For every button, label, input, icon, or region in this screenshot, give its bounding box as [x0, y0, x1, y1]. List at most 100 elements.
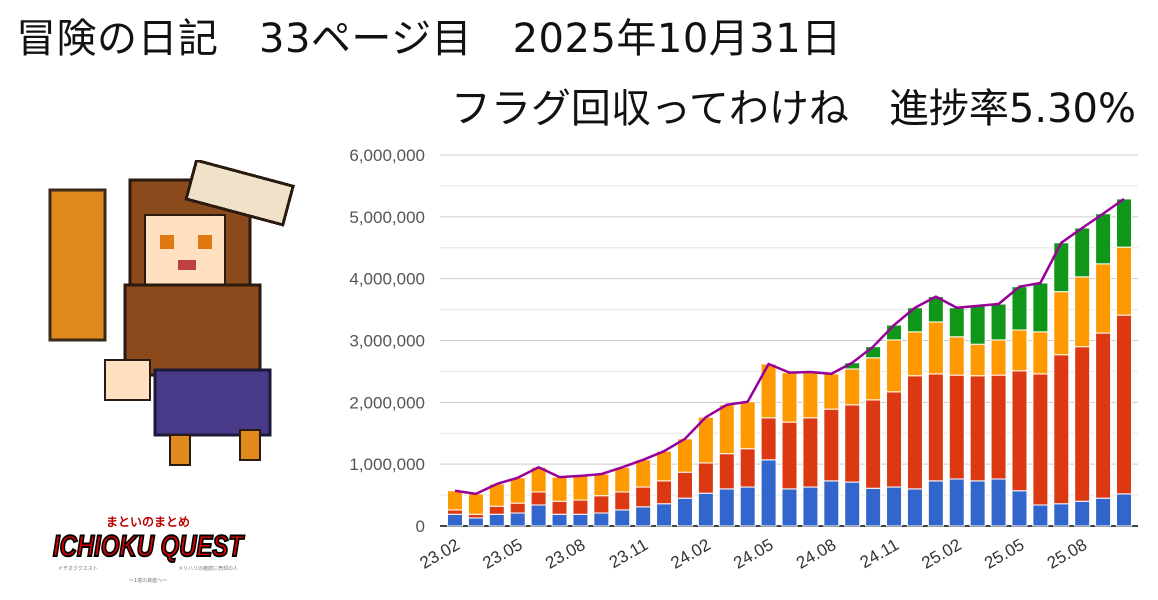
bar-segment-red: [1074, 346, 1091, 502]
bar-segment-blue: [676, 497, 693, 527]
bar-segment-blue: [718, 488, 735, 527]
bar-segment-blue: [906, 488, 923, 527]
x-tick-label: 24.05: [730, 535, 776, 573]
bar-segment-red: [990, 374, 1007, 480]
y-tick-label: 1,000,000: [349, 455, 425, 474]
bar-segment-red: [802, 417, 819, 488]
bar-segment-orange: [551, 476, 568, 502]
bar-segment-red: [969, 375, 986, 482]
bar-segment-blue: [530, 504, 547, 527]
logo-main-text: ICHIOKU QUEST: [53, 530, 245, 563]
x-tick-label: 24.11: [857, 535, 902, 572]
bar-segment-blue: [844, 481, 861, 527]
title-line-2: フラグ回収ってわけね 進捗率5.30%: [450, 86, 1136, 132]
bar-segment-blue: [739, 486, 756, 527]
bar-segment-blue: [635, 506, 652, 527]
bar-segment-orange: [823, 373, 840, 410]
bar-segment-orange: [572, 475, 589, 501]
bar-segment-blue: [1032, 504, 1049, 527]
y-tick-label: 2,000,000: [349, 393, 425, 412]
bar-segment-red: [1053, 354, 1070, 505]
bar-segment-orange: [1053, 291, 1070, 356]
bar-segment-red: [551, 500, 568, 515]
bar-segment-blue: [886, 486, 903, 527]
bar-segment-red: [781, 421, 798, 490]
bar-segment-orange: [886, 339, 903, 393]
bar-segment-blue: [551, 513, 568, 527]
bar-segment-green: [1116, 198, 1132, 248]
bar-segment-orange: [865, 357, 882, 401]
bar-segment-orange: [739, 401, 756, 450]
bar-segment-orange: [635, 459, 652, 488]
bar-segment-red: [593, 495, 610, 514]
logo-sub-right: メリハリの継続に売却の人: [178, 565, 238, 572]
bar-segment-blue: [1074, 500, 1091, 527]
y-tick-label: 6,000,000: [349, 146, 425, 165]
bar-segment-red: [697, 462, 714, 494]
bar-segment-orange: [1116, 246, 1132, 316]
bar-segment-red: [927, 373, 944, 482]
bar-segment-red: [1032, 373, 1049, 506]
bar-segment-orange: [1011, 329, 1028, 372]
bar-segment-green: [1032, 282, 1049, 333]
bar-segment-green: [990, 303, 1007, 341]
bar-segment-green: [1074, 227, 1091, 278]
bar-segment-blue: [467, 517, 484, 527]
bar-segment-green: [948, 307, 965, 338]
bar-segment-orange: [802, 371, 819, 419]
y-tick-label: 3,000,000: [349, 332, 425, 351]
bar-segment-orange: [614, 466, 631, 493]
bar-segment-blue: [760, 459, 777, 527]
bar-segment-red: [739, 448, 756, 488]
bar-segment-orange: [969, 343, 986, 377]
bar-segment-red: [718, 453, 735, 490]
bar-segment-orange: [447, 490, 463, 511]
y-tick-label: 0: [416, 517, 425, 536]
bar-segment-blue: [865, 487, 882, 527]
bar-segment-blue: [614, 509, 631, 527]
bar-segment-orange: [467, 493, 484, 515]
bar-segment-blue: [1011, 490, 1028, 527]
bar-segment-red: [614, 491, 631, 511]
x-tick-label: 23.11: [606, 535, 651, 572]
bar-segment-green: [969, 305, 986, 345]
bar-segment-blue: [572, 513, 589, 527]
bar-segment-red: [906, 375, 923, 490]
bar-segment-orange: [1074, 276, 1091, 348]
bar-segment-orange: [990, 339, 1007, 376]
bar-segment-orange: [844, 368, 861, 406]
bar-segment-orange: [1095, 263, 1112, 334]
x-tick-label: 25.08: [1044, 535, 1090, 573]
bar-segment-red: [676, 471, 693, 499]
logo-top-text: まといのまとめ: [106, 515, 190, 529]
bar-segment-red: [886, 391, 903, 488]
bar-segment-blue: [509, 512, 526, 527]
bar-segment-orange: [593, 473, 610, 497]
x-tick-label: 23.02: [417, 535, 463, 573]
bar-segment-blue: [656, 503, 673, 527]
bar-segment-red: [760, 417, 777, 461]
bar-segment-red: [865, 399, 882, 489]
bar-segment-blue: [969, 480, 986, 527]
x-tick-label: 23.05: [479, 535, 525, 573]
bar-segment-blue: [1053, 503, 1070, 527]
bar-segment-red: [948, 374, 965, 480]
bar-segment-orange: [718, 404, 735, 455]
bar-segment-green: [1011, 286, 1028, 331]
bar-segment-red: [635, 486, 652, 508]
x-tick-label: 25.02: [918, 535, 964, 573]
bar-segment-red: [1116, 314, 1132, 495]
bar-segment-green: [886, 324, 903, 341]
bar-segment-orange: [676, 438, 693, 473]
bar-segment-red: [656, 480, 673, 505]
bar-segment-red: [467, 513, 484, 519]
bar-segment-red: [530, 491, 547, 506]
bar-segment-blue: [948, 478, 965, 527]
bar-segment-blue: [823, 480, 840, 527]
bar-segment-orange: [656, 450, 673, 482]
bar-segment-red: [572, 499, 589, 515]
pixel-character-illustration: [48, 160, 295, 466]
bar-segment-orange: [927, 321, 944, 375]
bar-segment-blue: [447, 513, 463, 527]
